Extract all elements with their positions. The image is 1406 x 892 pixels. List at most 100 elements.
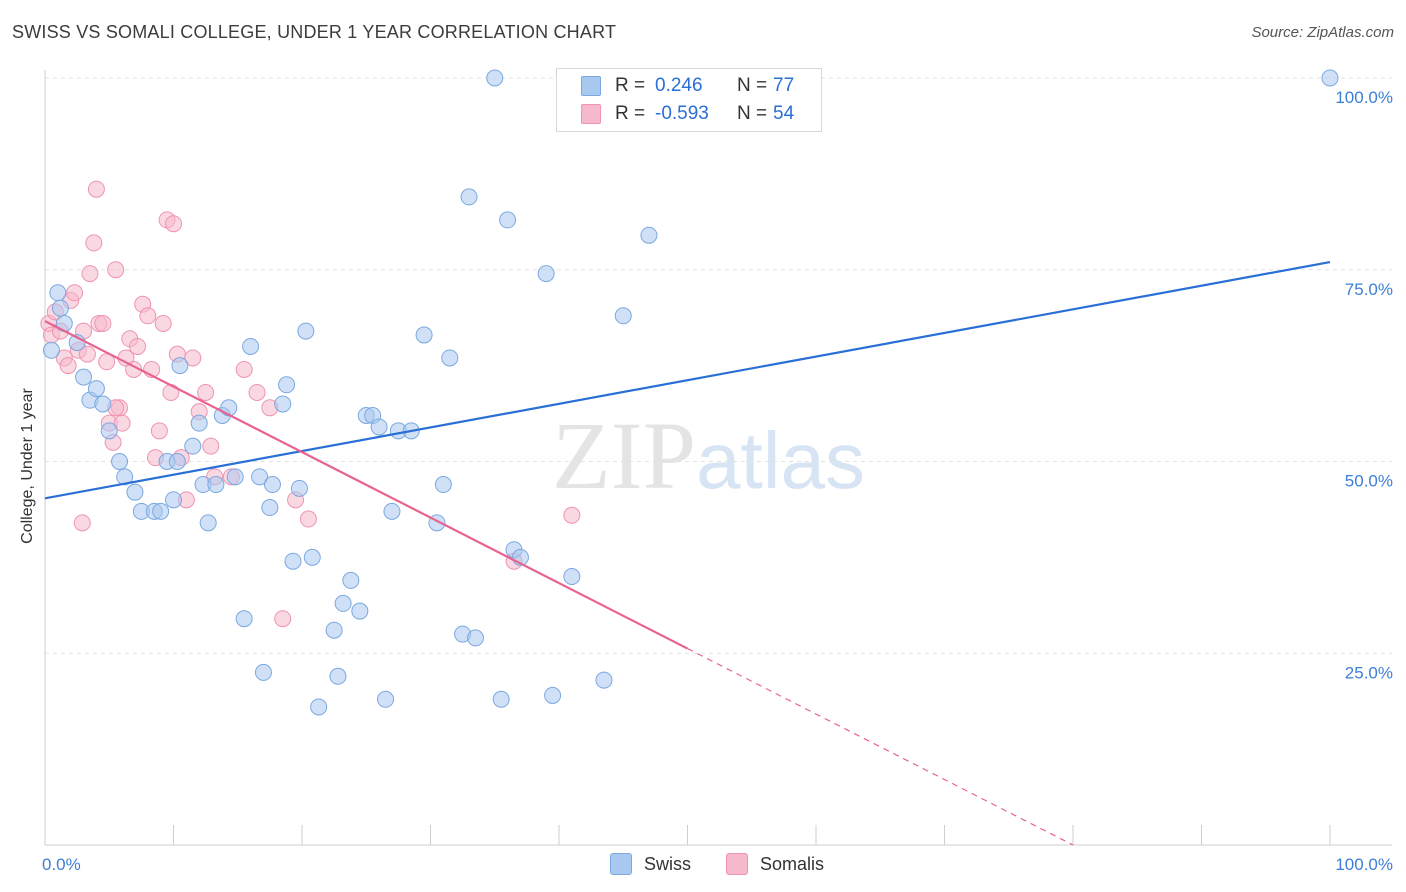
swiss-point	[184, 437, 202, 455]
somali-point	[563, 506, 581, 524]
swiss-point	[42, 341, 60, 359]
swiss-point	[377, 690, 395, 708]
somali-point	[202, 437, 220, 455]
swiss-point	[235, 610, 253, 628]
legend-label-swiss: Swiss	[644, 853, 692, 874]
n-value: 77	[773, 75, 795, 96]
r-value: -0.593	[655, 103, 709, 124]
swiss-point	[441, 349, 459, 367]
swiss-point	[171, 357, 189, 375]
swiss-point	[75, 368, 93, 386]
swiss-point	[434, 476, 452, 494]
swiss-point	[190, 414, 208, 432]
swiss-point	[466, 629, 484, 647]
swiss-trend-line	[44, 260, 1331, 500]
somali-legend-swatch	[726, 853, 748, 875]
swiss-point	[263, 476, 281, 494]
swiss-point	[49, 284, 67, 302]
swiss-point	[325, 621, 343, 639]
swiss-point	[274, 395, 292, 413]
swiss-point	[165, 491, 182, 509]
swiss-point	[226, 468, 244, 486]
somali-point	[165, 215, 182, 233]
watermark-zip: ZIP	[552, 402, 696, 509]
somali-point	[162, 383, 180, 401]
x-tick-label: 100.0%	[1335, 855, 1393, 874]
swiss-point	[303, 548, 321, 566]
swiss-point	[220, 399, 238, 417]
legend-item-somalis[interactable]: Somalis	[726, 852, 824, 876]
somali-swatch	[581, 104, 601, 124]
somali-point	[66, 284, 84, 302]
swiss-point	[342, 571, 360, 589]
x-tick-label: 0.0%	[42, 855, 81, 874]
swiss-point	[563, 568, 581, 586]
swiss-point	[499, 211, 517, 229]
y-tick-label: 75.0%	[1345, 280, 1393, 299]
swiss-point	[168, 453, 186, 470]
somali-point	[107, 261, 125, 279]
somali-point	[235, 360, 253, 378]
swiss-point	[290, 479, 308, 497]
somali-point	[78, 345, 96, 363]
swiss-point	[111, 453, 129, 470]
somali-point	[87, 180, 105, 198]
swiss-point	[284, 552, 302, 570]
swiss-point	[544, 686, 562, 704]
somali-point	[81, 265, 99, 283]
swiss-point	[126, 483, 144, 501]
legend-row-swiss: R = 0.246 N = 77	[581, 73, 794, 99]
swiss-point	[351, 602, 369, 620]
legend-item-swiss[interactable]: Swiss	[610, 852, 691, 876]
swiss-swatch	[581, 76, 601, 96]
swiss-point	[199, 514, 217, 532]
somali-point	[197, 383, 215, 401]
source-label: Source: ZipAtlas.com	[1251, 24, 1394, 41]
somali-point	[59, 357, 77, 375]
n-label: N =	[737, 103, 768, 124]
swiss-point	[261, 499, 279, 517]
somali-point	[85, 234, 103, 252]
swiss-point	[251, 468, 269, 486]
swiss-point	[207, 476, 225, 494]
somali-point	[150, 422, 168, 440]
somali-point	[274, 610, 292, 628]
swiss-point	[1321, 69, 1339, 87]
somali-point	[154, 314, 172, 332]
n-value: 54	[773, 103, 795, 124]
somali-point	[139, 307, 157, 325]
somali-point	[113, 414, 131, 432]
swiss-legend-swatch	[610, 853, 632, 875]
somali-point	[94, 314, 112, 332]
correlation-legend: R = 0.246 N = 77 R = -0.593 N = 54	[556, 68, 822, 132]
r-label: R =	[615, 103, 646, 124]
somali-point	[248, 383, 266, 401]
swiss-point	[100, 422, 118, 440]
swiss-point	[383, 502, 401, 520]
swiss-point	[152, 502, 170, 520]
swiss-point	[310, 698, 328, 716]
swiss-point	[278, 376, 296, 394]
watermark: ZIPatlas	[552, 400, 865, 511]
swiss-point	[537, 265, 555, 283]
somali-trend-line-extension	[687, 648, 1074, 846]
swiss-point	[370, 418, 388, 436]
r-value: 0.246	[655, 75, 703, 96]
swiss-point	[254, 663, 272, 681]
swiss-point	[595, 671, 613, 689]
watermark-atlas: atlas	[696, 416, 865, 505]
swiss-point	[116, 468, 134, 486]
legend-row-somalis: R = -0.593 N = 54	[581, 101, 794, 127]
swiss-point	[415, 326, 433, 344]
r-label: R =	[615, 75, 646, 96]
swiss-point	[329, 667, 347, 685]
chart-title: SWISS VS SOMALI COLLEGE, UNDER 1 YEAR CO…	[12, 22, 617, 42]
swiss-point	[51, 299, 69, 317]
somali-point	[129, 337, 147, 355]
somali-trend-line	[44, 320, 688, 650]
y-tick-label: 25.0%	[1345, 663, 1393, 682]
y-axis-label: College, Under 1 year	[19, 388, 36, 544]
swiss-point	[492, 690, 510, 708]
legend-label-somalis: Somalis	[760, 853, 825, 874]
swiss-point	[334, 594, 352, 612]
